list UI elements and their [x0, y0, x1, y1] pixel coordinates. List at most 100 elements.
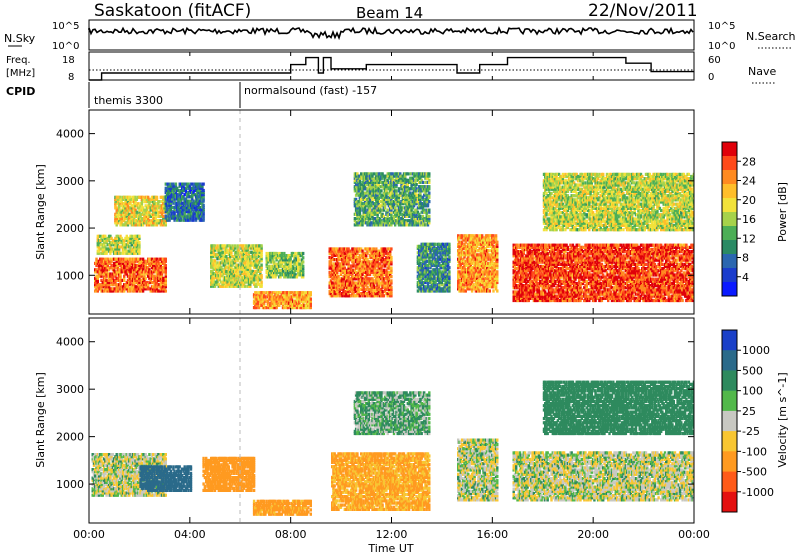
power-cell [273, 273, 276, 277]
power-cell [120, 289, 123, 293]
power-cell [424, 191, 427, 195]
power-cell [376, 281, 379, 285]
power-cell [95, 270, 98, 274]
power-cell [416, 280, 420, 285]
power-cell [378, 268, 382, 272]
power-cell [95, 268, 98, 272]
power-cell [191, 201, 194, 205]
power-cell [419, 202, 422, 206]
power-cell [266, 299, 270, 303]
power-cell [375, 275, 378, 279]
power-cell [367, 202, 370, 206]
power-cell [366, 189, 369, 193]
power-cell [372, 287, 375, 291]
power-cell [294, 260, 297, 264]
power-cell [344, 279, 348, 283]
power-cell [387, 187, 391, 191]
power-cell [399, 212, 402, 216]
power-cell [373, 262, 377, 266]
power-cell [382, 214, 386, 218]
noise-left-tick-bottom: 10^0 [52, 41, 79, 52]
power-cell [308, 303, 311, 307]
power-cell [397, 221, 401, 225]
power-cell [246, 267, 249, 271]
power-cell [373, 176, 377, 180]
power-cell [281, 306, 285, 310]
power-cell [112, 280, 116, 285]
power-cell [329, 249, 333, 253]
power-cell [143, 272, 146, 276]
power-cell [419, 187, 422, 191]
power-cell [395, 185, 398, 189]
power-cell [410, 204, 413, 208]
power-cell [358, 185, 362, 189]
power-cell [346, 289, 349, 294]
power-cell [397, 172, 401, 176]
power-cell [251, 269, 254, 273]
power-cell [423, 200, 426, 204]
power-cell [348, 294, 351, 298]
power-cell [402, 172, 406, 176]
power-cell [197, 197, 200, 201]
power-cell [170, 197, 174, 201]
power-cell [134, 204, 137, 208]
power-cell [418, 257, 421, 261]
power-cell [425, 204, 428, 208]
power-cell [94, 276, 97, 280]
power-cell [159, 263, 162, 268]
power-cell [252, 252, 256, 256]
power-cell [389, 272, 392, 277]
power-cell [135, 214, 138, 218]
power-cell [141, 206, 145, 210]
power-cell [434, 242, 437, 246]
power-cell [173, 195, 176, 199]
power-cell [373, 178, 377, 182]
power-cell [181, 214, 184, 218]
power-cell [143, 217, 146, 221]
power-cell [381, 281, 384, 285]
power-cell [381, 183, 384, 187]
power-cell [123, 238, 126, 243]
power-cell [421, 197, 425, 201]
power-cell [100, 285, 103, 289]
power-cell [358, 180, 362, 184]
power-cell [354, 197, 358, 201]
power-cell [286, 254, 290, 258]
power-cell [343, 270, 346, 274]
power-cell [373, 270, 377, 274]
power-cell [119, 234, 122, 238]
power-cell [129, 263, 132, 268]
power-cell [133, 263, 136, 268]
power-cell [370, 202, 373, 206]
power-cell [358, 195, 362, 199]
power-cell [400, 191, 403, 195]
power-cell [120, 268, 123, 272]
power-cell [394, 191, 397, 195]
power-cell [245, 244, 248, 248]
power-cell [124, 245, 127, 249]
power-cell [363, 294, 367, 298]
power-cell [412, 172, 416, 176]
power-cell [143, 287, 146, 291]
power-cell [254, 244, 257, 248]
power-cell [356, 249, 359, 253]
power-cell [233, 246, 237, 250]
power-cell [194, 188, 198, 193]
power-cell [426, 185, 430, 189]
power-cell [273, 262, 276, 266]
power-cell [183, 199, 186, 203]
power-cell [366, 294, 369, 298]
power-cell [348, 285, 351, 289]
power-cell [110, 276, 113, 280]
power-cell [396, 174, 399, 178]
power-cell [120, 278, 123, 282]
power-cell [136, 238, 140, 243]
power-cell [346, 253, 349, 257]
power-cell [210, 252, 213, 256]
power-cell [168, 205, 171, 210]
power-cell [121, 212, 125, 216]
power-cell [380, 219, 383, 223]
power-cell [409, 219, 412, 223]
power-cell [134, 257, 137, 261]
power-cell [354, 253, 358, 257]
